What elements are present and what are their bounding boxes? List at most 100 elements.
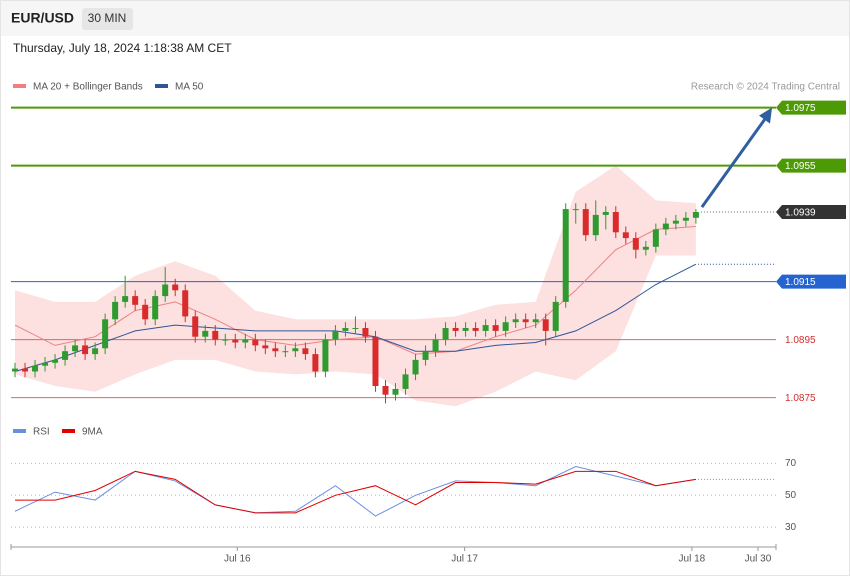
candle-body xyxy=(362,328,369,337)
candle-body xyxy=(372,336,379,386)
candle-body xyxy=(302,348,309,355)
candle-body xyxy=(552,301,559,331)
candle-body xyxy=(12,368,19,372)
candle-body xyxy=(652,229,659,247)
candle-body xyxy=(52,359,59,363)
candle-body xyxy=(292,348,299,352)
legend-swatch xyxy=(155,84,168,88)
interval[interactable]: 30 MIN xyxy=(88,11,127,25)
forecast-arrow xyxy=(700,116,768,208)
candle-body xyxy=(452,328,459,331)
candle-body xyxy=(432,339,439,352)
legend-label: MA 50 xyxy=(175,82,204,93)
candle-body xyxy=(502,322,509,331)
candle-body xyxy=(232,339,239,343)
candle-body xyxy=(332,330,339,340)
legend-label: RSI xyxy=(33,427,50,438)
interval-button[interactable] xyxy=(82,8,133,30)
candle-body xyxy=(252,339,259,346)
candle-body xyxy=(162,284,169,297)
level-label: 1.0915 xyxy=(785,277,816,288)
toolbar xyxy=(1,1,849,36)
level-label: 1.0939 xyxy=(785,208,816,219)
candle-body xyxy=(272,348,279,352)
candle-body xyxy=(542,319,549,331)
candle-body xyxy=(582,209,589,236)
candle-body xyxy=(642,246,649,250)
candle-body xyxy=(152,296,159,320)
x-tick-label: Jul 30 xyxy=(745,554,772,565)
candle-body xyxy=(182,290,189,317)
candle-body xyxy=(42,362,49,366)
candle-body xyxy=(412,359,419,375)
level-label: 1.0875 xyxy=(785,393,816,404)
candle-body xyxy=(242,339,249,343)
x-tick-label: Jul 16 xyxy=(224,554,251,565)
candle-body xyxy=(482,325,489,331)
candle-body xyxy=(92,348,99,355)
legend-swatch xyxy=(62,429,75,433)
candle-body xyxy=(312,354,319,372)
candle-body xyxy=(572,209,579,211)
level-label: 1.0895 xyxy=(785,335,816,346)
level-tag xyxy=(776,205,846,219)
legend-swatch xyxy=(13,84,26,88)
candle-body xyxy=(692,212,699,218)
candle-body xyxy=(172,284,179,291)
level-tag xyxy=(776,274,846,289)
candle-body xyxy=(682,217,689,221)
candle-body xyxy=(512,319,519,323)
candle-body xyxy=(532,319,539,323)
candle-body xyxy=(522,319,529,323)
x-tick-label: Jul 17 xyxy=(451,554,478,565)
legend-label: 9MA xyxy=(82,427,103,438)
candle-body xyxy=(472,328,479,331)
symbol: EUR/USD xyxy=(11,10,74,26)
level-label: 1.0955 xyxy=(785,161,816,172)
bands-layer xyxy=(15,165,696,407)
candle-body xyxy=(662,223,669,230)
candle-body xyxy=(262,345,269,349)
level-tag xyxy=(776,100,846,115)
rsi-tick-label: 50 xyxy=(785,490,797,501)
rsi-tick-label: 70 xyxy=(785,458,797,469)
candle-body xyxy=(222,339,229,341)
level-tag xyxy=(776,158,846,173)
candle-body xyxy=(32,365,39,372)
candle-body xyxy=(592,214,599,236)
candle-body xyxy=(442,328,449,340)
forecast-arrowhead xyxy=(759,107,772,124)
rsi-tick-label: 30 xyxy=(785,522,797,533)
candle-body xyxy=(282,351,289,353)
candle-body xyxy=(122,296,129,302)
rsi-line xyxy=(14,466,696,517)
candle-body xyxy=(132,296,139,305)
candle-body xyxy=(612,212,619,233)
candle-body xyxy=(202,330,209,337)
candle-body xyxy=(142,304,149,320)
candle-body xyxy=(72,345,79,352)
candle-body xyxy=(22,368,29,372)
candle-body xyxy=(622,232,629,239)
credit: Research © 2024 Trading Central xyxy=(691,82,840,93)
candle-body xyxy=(212,330,219,340)
candle-body xyxy=(422,351,429,360)
candle-body xyxy=(322,339,329,372)
candle-body xyxy=(562,209,569,302)
candle-body xyxy=(352,328,359,329)
timestamp: Thursday, July 18, 2024 1:18:38 AM CET xyxy=(13,41,232,55)
candle-body xyxy=(492,325,499,331)
candle-body xyxy=(192,316,199,337)
legend-label: MA 20 + Bollinger Bands xyxy=(33,82,143,93)
x-tick-label: Jul 18 xyxy=(679,554,706,565)
candle-body xyxy=(62,351,69,360)
level-label: 1.0975 xyxy=(785,103,816,114)
candle-body xyxy=(112,301,119,320)
candle-body xyxy=(382,386,389,395)
candle-body xyxy=(602,212,609,215)
candle-body xyxy=(392,388,399,395)
candle-body xyxy=(462,328,469,331)
bollinger-band xyxy=(15,165,696,407)
candle-body xyxy=(672,220,679,224)
